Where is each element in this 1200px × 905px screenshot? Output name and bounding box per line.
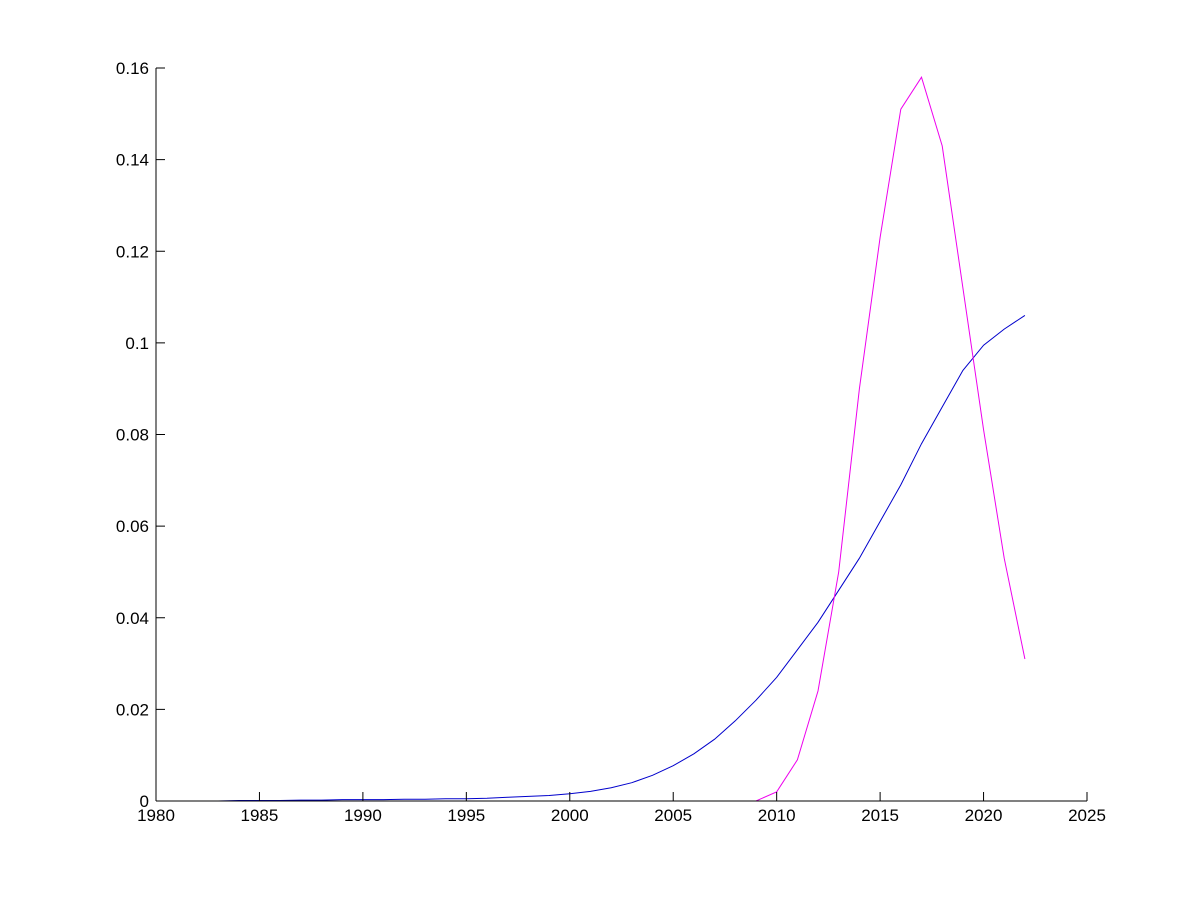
y-tick-label: 0.14 <box>116 151 149 170</box>
x-ticks: 1980 1985 1990 1995 2000 2005 2010 2015 2020 2025 <box>137 792 1106 825</box>
x-tick-label: 2015 <box>861 806 899 825</box>
x-tick-label: 2020 <box>965 806 1003 825</box>
x-tick-label: 2000 <box>551 806 589 825</box>
x-tick-label: 1985 <box>241 806 279 825</box>
y-tick-label: 0.1 <box>125 334 149 353</box>
series-line-1 <box>156 314 1026 802</box>
x-tick-label: 1995 <box>447 806 485 825</box>
y-tick-label: 0.02 <box>116 700 149 719</box>
x-tick-label: 2005 <box>654 806 692 825</box>
x-tick-label: 2025 <box>1068 806 1106 825</box>
x-tick-label: 1980 <box>137 806 175 825</box>
y-tick-label: 0.12 <box>116 242 149 261</box>
y-tick-label: 0.06 <box>116 517 149 536</box>
y-tick-label: 0 <box>140 792 149 811</box>
y-tick-label: 0.04 <box>116 609 149 628</box>
series-line-2 <box>156 76 1026 802</box>
y-ticks: 0 0.02 0.04 0.06 0.08 0.1 0.12 0.14 0.16 <box>116 59 165 811</box>
series-layer <box>156 76 1026 802</box>
y-tick-label: 0.08 <box>116 426 149 445</box>
x-tick-label: 2010 <box>758 806 796 825</box>
y-tick-label: 0.16 <box>116 59 149 78</box>
x-tick-label: 1990 <box>344 806 382 825</box>
